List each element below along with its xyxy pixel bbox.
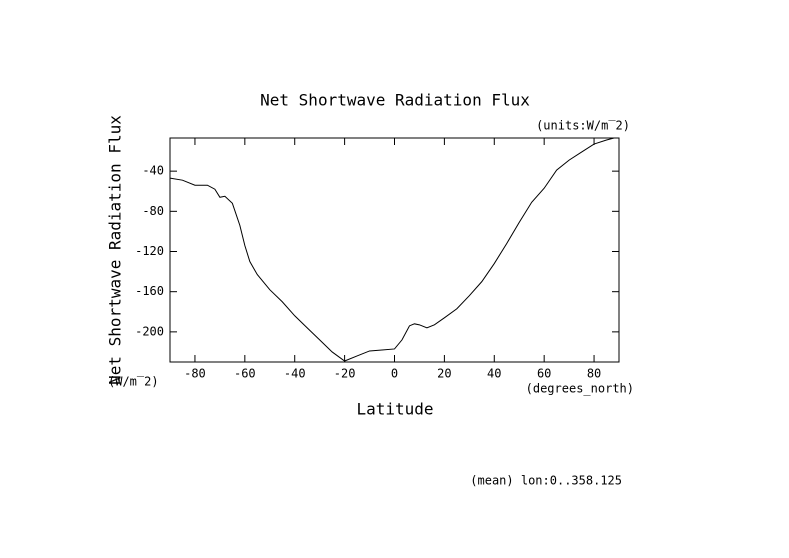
x-tick-label: 80 (587, 367, 601, 381)
x-tick-label: -80 (184, 367, 206, 381)
y-tick-label: -80 (142, 204, 164, 218)
footnote: (mean) lon:0..358.125 (470, 474, 622, 488)
y-tick-label: -120 (135, 244, 164, 258)
x-axis-label: Latitude (356, 400, 433, 419)
plot-frame (169, 137, 620, 363)
x-tick-label: -40 (284, 367, 306, 381)
y-tick-label: -200 (135, 324, 164, 338)
x-tick-label: -20 (334, 367, 356, 381)
data-line (169, 137, 615, 362)
y-tick-label: -40 (142, 164, 164, 178)
x-tick-label: 20 (437, 367, 451, 381)
units-label: (units:W/m‾2) (536, 119, 630, 133)
y-tick-label: -160 (135, 284, 164, 298)
x-tick-label: 40 (487, 367, 501, 381)
x-tick-label: 60 (537, 367, 551, 381)
x-tick-label: 0 (391, 367, 398, 381)
x-tick-label: -60 (234, 367, 256, 381)
chart-title: Net Shortwave Radiation Flux (260, 91, 530, 110)
y-unit: (W/m‾2) (108, 375, 159, 389)
y-axis-label: Net Shortwave Radiation Flux (106, 115, 125, 385)
x-unit: (degrees_north) (526, 382, 634, 396)
